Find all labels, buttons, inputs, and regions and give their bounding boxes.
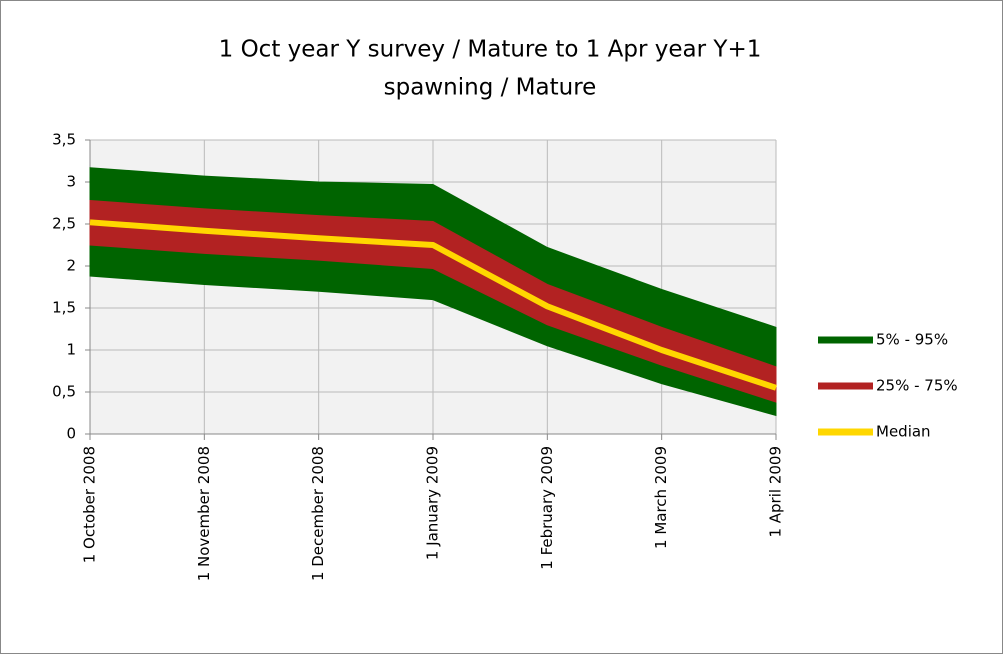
y-tick-label: 2 xyxy=(66,257,76,275)
x-tick-label: 1 November 2008 xyxy=(195,446,213,581)
y-tick-label: 3,5 xyxy=(52,131,76,149)
x-tick-label: 1 October 2008 xyxy=(81,446,99,563)
legend-label: 25% - 75% xyxy=(876,377,958,395)
x-tick-label: 1 April 2009 xyxy=(767,446,785,538)
x-tick-label: 1 March 2009 xyxy=(652,446,670,549)
y-tick-label: 2,5 xyxy=(52,215,76,233)
x-tick-label: 1 December 2008 xyxy=(309,446,327,581)
chart-title: 1 Oct year Y survey / Mature to 1 Apr ye… xyxy=(219,37,762,63)
median-line xyxy=(89,219,777,391)
x-tick-label: 1 January 2009 xyxy=(424,446,442,560)
y-tick-label: 3 xyxy=(66,173,76,191)
legend-label: Median xyxy=(876,423,931,441)
y-tick-label: 1,5 xyxy=(52,299,76,317)
band-area xyxy=(89,199,777,403)
y-tick-label: 1 xyxy=(66,341,76,359)
legend-label: 5% - 95% xyxy=(876,331,948,349)
x-tick-label: 1 February 2009 xyxy=(538,446,556,570)
y-tick-label: 0 xyxy=(66,425,76,443)
chart-title: spawning / Mature xyxy=(384,75,597,101)
y-tick-label: 0,5 xyxy=(52,383,76,401)
